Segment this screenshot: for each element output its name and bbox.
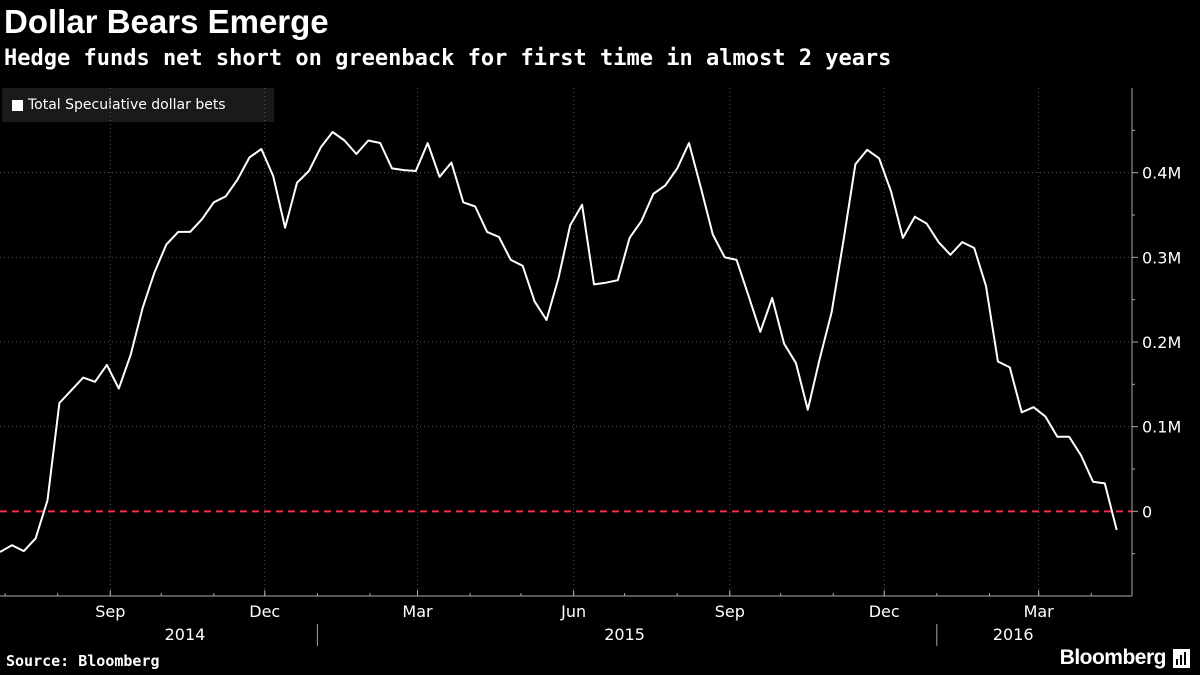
year-label: 2014 bbox=[165, 625, 206, 644]
brand-logo: Bloomberg bbox=[1060, 646, 1190, 670]
legend-label: Total Speculative dollar bets bbox=[28, 97, 226, 113]
x-tick-label: Dec bbox=[249, 602, 280, 621]
x-tick-label: Dec bbox=[869, 602, 900, 621]
year-label: 2015 bbox=[604, 625, 645, 644]
y-tick-label: 0 bbox=[1142, 502, 1152, 521]
brand-name: Bloomberg bbox=[1059, 646, 1167, 669]
series bbox=[0, 131, 1118, 553]
y-tick-label: 0.1M bbox=[1142, 418, 1181, 437]
axes bbox=[0, 88, 1138, 646]
source-note: Source: Bloomberg bbox=[6, 652, 160, 670]
y-tick-label: 0.3M bbox=[1142, 248, 1181, 267]
x-tick-label: Mar bbox=[1024, 602, 1055, 621]
year-label: 2016 bbox=[993, 625, 1034, 644]
tick-labels: 0 0.1M 0.2M 0.3M 0.4M Sep Dec Mar Jun Sep Dec Mar 20… bbox=[95, 164, 1181, 644]
x-tick-label: Sep bbox=[95, 602, 125, 621]
series-line-total-speculative-dollar-bets bbox=[0, 131, 1118, 553]
x-tick-label: Sep bbox=[715, 602, 745, 621]
x-tick-label: Mar bbox=[402, 602, 433, 621]
grid bbox=[0, 88, 1132, 596]
legend-swatch bbox=[12, 99, 23, 111]
bloomberg-chart-icon bbox=[1173, 648, 1190, 668]
y-tick-label: 0.2M bbox=[1142, 333, 1181, 352]
y-tick-label: 0.4M bbox=[1142, 164, 1181, 183]
x-tick-label: Jun bbox=[560, 602, 586, 621]
chart-title: Dollar Bears Emerge bbox=[4, 3, 329, 40]
legend: Total Speculative dollar bets bbox=[2, 88, 274, 122]
chart-subtitle: Hedge funds net short on greenback for f… bbox=[4, 46, 892, 71]
